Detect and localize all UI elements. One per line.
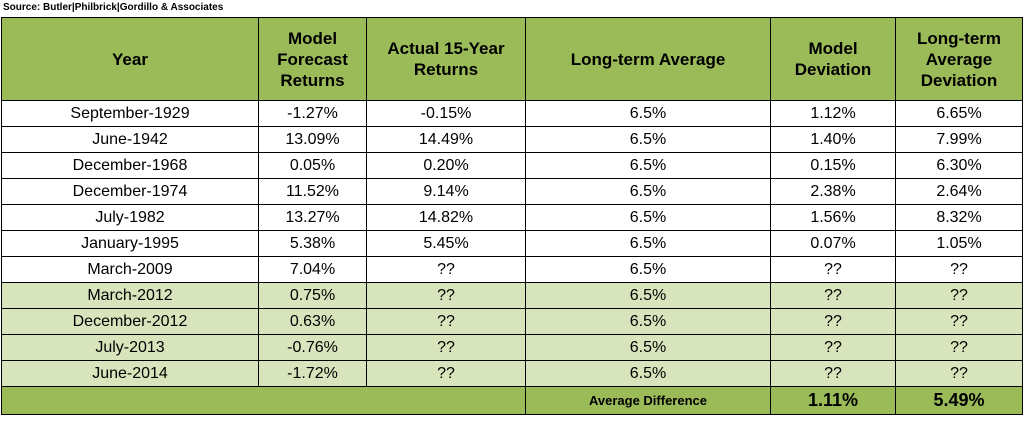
table-cell: 2.64% [895, 178, 1023, 205]
table-row: June-1942 13.09% 14.49% 6.5% 1.40% 7.99% [1, 126, 1023, 153]
table-cell: ?? [895, 334, 1023, 361]
table-cell: 6.5% [525, 126, 771, 153]
table-cell: 2.38% [770, 178, 896, 205]
table-cell: ?? [770, 282, 896, 309]
table-cell: 14.82% [366, 204, 526, 231]
footer-row: Average Difference 1.11% 5.49% [1, 386, 1023, 415]
table-cell: ?? [770, 256, 896, 283]
table-cell: March-2012 [1, 282, 259, 309]
table-cell: 13.27% [258, 204, 367, 231]
table-cell: ?? [895, 360, 1023, 387]
footer-value: 5.49% [895, 386, 1023, 415]
table-cell: 1.56% [770, 204, 896, 231]
returns-table: Year Model Forecast Returns Actual 15-Year… [1, 17, 1023, 415]
table-cell: September-1929 [1, 100, 259, 127]
column-header: Year [1, 17, 259, 101]
table-cell: 6.5% [525, 360, 771, 387]
table-row: July-2013 -0.76%?? 6.5%???? [1, 334, 1023, 361]
table-cell: 0.07% [770, 230, 896, 257]
table-cell: 8.32% [895, 204, 1023, 231]
table-cell: 0.15% [770, 152, 896, 179]
table-cell: June-2014 [1, 360, 259, 387]
table-cell: 6.5% [525, 308, 771, 335]
table-cell: 7.04% [258, 256, 367, 283]
table-cell: ?? [895, 308, 1023, 335]
table-cell: -1.72% [258, 360, 367, 387]
table-row: January-1995 5.38% 5.45% 6.5% 0.07% 1.05% [1, 230, 1023, 257]
table-cell: 7.99% [895, 126, 1023, 153]
table-cell: -1.27% [258, 100, 367, 127]
table-cell: March-2009 [1, 256, 259, 283]
table-cell: 14.49% [366, 126, 526, 153]
table-cell: ?? [366, 256, 526, 283]
table-cell: 6.30% [895, 152, 1023, 179]
table-row: June-2014 -1.72%?? 6.5%???? [1, 360, 1023, 387]
table-cell: June-1942 [1, 126, 259, 153]
table-cell: 1.05% [895, 230, 1023, 257]
table-row: December-1974 11.52% 9.14% 6.5% 2.38% 2.64% [1, 178, 1023, 205]
table-row: July-1982 13.27% 14.82% 6.5% 1.56% 8.32% [1, 204, 1023, 231]
table-row: March-2012 0.75%?? 6.5%???? [1, 282, 1023, 309]
table-cell: 6.5% [525, 334, 771, 361]
footer-value: 1.11% [770, 386, 896, 415]
table-cell: 5.38% [258, 230, 367, 257]
table-cell: ?? [770, 334, 896, 361]
table-cell: July-1982 [1, 204, 259, 231]
table-cell: 0.20% [366, 152, 526, 179]
table-cell: 6.65% [895, 100, 1023, 127]
table-cell: December-1974 [1, 178, 259, 205]
column-header: Long-term Average Deviation [895, 17, 1023, 101]
table-cell: 0.63% [258, 308, 367, 335]
table-cell: -0.15% [366, 100, 526, 127]
table-cell: 6.5% [525, 282, 771, 309]
table-cell: -0.76% [258, 334, 367, 361]
table-cell: December-1968 [1, 152, 259, 179]
table-body: September-1929 -1.27% -0.15% 6.5% 1.12% 6.65%… [1, 100, 1023, 387]
column-header: Long-term Average [525, 17, 771, 101]
table-cell: 6.5% [525, 100, 771, 127]
table-cell: 6.5% [525, 204, 771, 231]
table-row: March-2009 7.04%?? 6.5%???? [1, 256, 1023, 283]
table-cell: 1.40% [770, 126, 896, 153]
table-cell: 6.5% [525, 178, 771, 205]
column-header: Model Deviation [770, 17, 896, 101]
source-note: Source: Butler|Philbrick|Gordillo & Asso… [3, 2, 224, 13]
table-row: September-1929 -1.27% -0.15% 6.5% 1.12% 6.65% [1, 100, 1023, 127]
table-cell: 11.52% [258, 178, 367, 205]
table-cell: 0.75% [258, 282, 367, 309]
table-cell: December-2012 [1, 308, 259, 335]
footer-label: Average Difference [525, 386, 771, 415]
table-cell: ?? [895, 256, 1023, 283]
table-cell: ?? [366, 334, 526, 361]
table-cell: ?? [770, 360, 896, 387]
footer-blank [1, 386, 526, 415]
table-cell: ?? [895, 282, 1023, 309]
header-row: Year Model Forecast Returns Actual 15-Year… [1, 17, 1023, 101]
table-cell: 5.45% [366, 230, 526, 257]
table-cell: ?? [770, 308, 896, 335]
table-cell: ?? [366, 282, 526, 309]
table-cell: 13.09% [258, 126, 367, 153]
table-row: December-2012 0.63%?? 6.5%???? [1, 308, 1023, 335]
table-cell: ?? [366, 360, 526, 387]
column-header: Actual 15-Year Returns [366, 17, 526, 101]
table-cell: 6.5% [525, 256, 771, 283]
table-cell: 9.14% [366, 178, 526, 205]
table-cell: 0.05% [258, 152, 367, 179]
table-cell: ?? [366, 308, 526, 335]
table-cell: 6.5% [525, 152, 771, 179]
table-cell: 1.12% [770, 100, 896, 127]
table-cell: January-1995 [1, 230, 259, 257]
table-cell: July-2013 [1, 334, 259, 361]
table-row: December-1968 0.05% 0.20% 6.5% 0.15% 6.30% [1, 152, 1023, 179]
table-cell: 6.5% [525, 230, 771, 257]
column-header: Model Forecast Returns [258, 17, 367, 101]
